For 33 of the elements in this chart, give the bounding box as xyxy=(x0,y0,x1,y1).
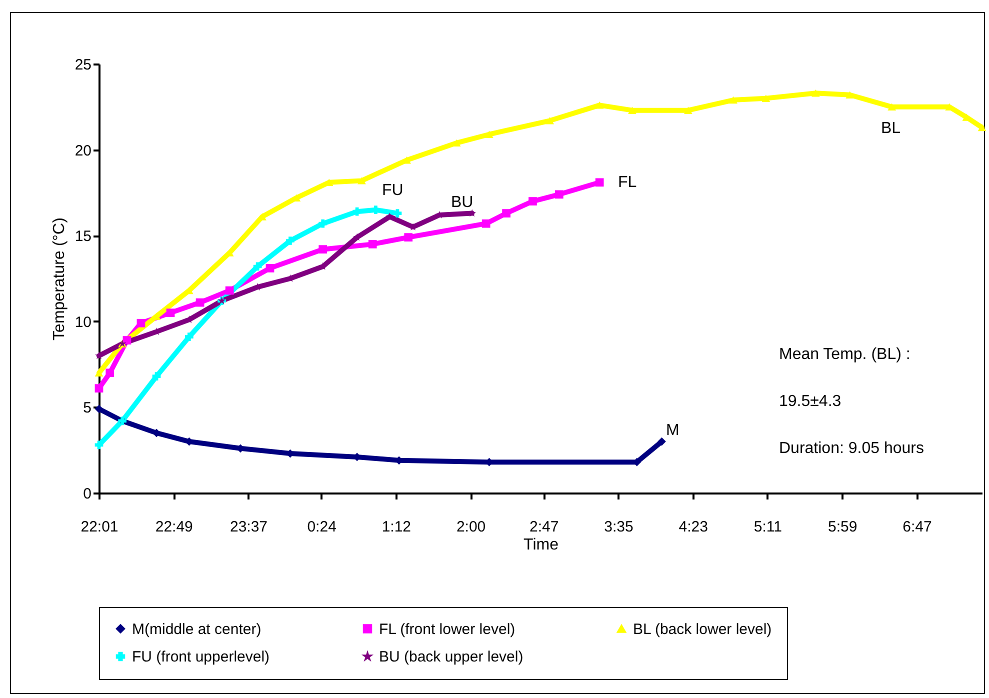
x-tick-label: 5:59 xyxy=(828,518,858,536)
x-tick-label: 3:35 xyxy=(604,518,634,536)
legend-label: FL (front lower level) xyxy=(379,620,516,638)
annotation: Mean Temp. (BL) : xyxy=(779,346,910,363)
legend-label: M(middle at center) xyxy=(132,620,262,638)
x-tick-label: 1:12 xyxy=(382,518,412,536)
annotation: FL xyxy=(618,174,637,191)
y-tick-label: 25 xyxy=(74,56,92,74)
y-axis-title: Temperature (°C) xyxy=(50,218,68,340)
legend-label: BL (back lower level) xyxy=(633,620,772,638)
y-tick-label: 0 xyxy=(83,486,92,502)
x-tick-label: 2:47 xyxy=(530,518,559,536)
x-tick-label: 0:24 xyxy=(307,518,336,536)
x-tick-label: 6:47 xyxy=(902,518,932,536)
x-tick-label: 22:01 xyxy=(80,518,118,536)
annotation: BU xyxy=(451,194,474,211)
legend-label: BU (back upper level) xyxy=(379,648,524,666)
legend-label: FU (front upperlevel) xyxy=(132,648,270,666)
x-tick-label: 22:49 xyxy=(155,518,193,536)
annotation: 19.5±4.3 xyxy=(779,393,842,410)
x-tick-label: 5:11 xyxy=(754,518,782,536)
x-tick-label: 2:00 xyxy=(456,518,486,536)
y-tick-label: 10 xyxy=(74,314,92,331)
annotation: FU xyxy=(382,182,404,199)
x-tick-label: 23:37 xyxy=(230,518,268,536)
x-axis-title: Time xyxy=(524,536,559,554)
x-tick-label: 4:23 xyxy=(678,518,708,536)
annotation: M xyxy=(666,422,680,439)
y-tick-label: 5 xyxy=(83,400,92,417)
annotation: Duration: 9.05 hours xyxy=(779,440,924,457)
y-tick-label: 15 xyxy=(74,228,92,246)
y-tick-label: 20 xyxy=(74,142,92,160)
annotation: BL xyxy=(881,120,901,137)
